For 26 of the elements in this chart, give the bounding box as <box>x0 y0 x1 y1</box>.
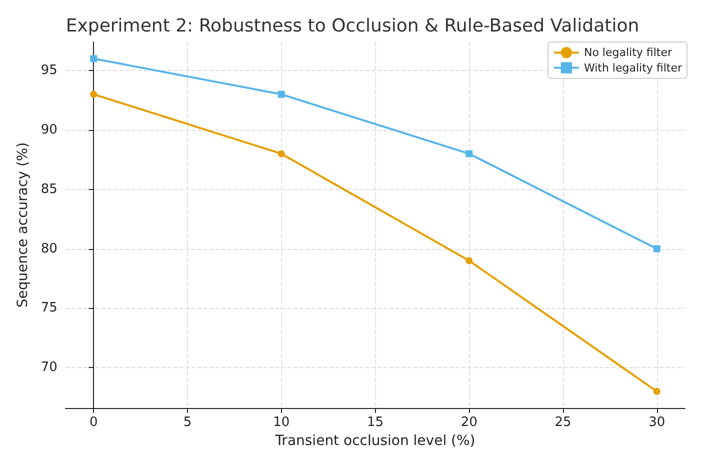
point <box>466 150 473 158</box>
chart-title: Experiment 2: Robustness to Occlusion & Rule-Based Validation <box>66 16 640 36</box>
point <box>278 90 285 98</box>
point <box>466 257 473 264</box>
x-tick-label: 10 <box>273 415 290 430</box>
x-tick-label: 0 <box>89 415 98 430</box>
y-tick-label: 75 <box>40 300 58 316</box>
x-tick-label: 25 <box>554 415 572 430</box>
y-tick-label: 80 <box>40 241 58 256</box>
y-tick-label: 90 <box>40 122 58 138</box>
x-tick-label: 20 <box>460 415 478 430</box>
legend-label: With legality filter <box>584 61 682 74</box>
y-tick-label: 70 <box>40 360 58 376</box>
point <box>90 90 98 98</box>
point <box>90 55 98 62</box>
y-tick-label: 95 <box>40 63 58 78</box>
x-tick-label: 30 <box>648 415 666 430</box>
point <box>278 150 285 158</box>
y-tick-label: 85 <box>40 182 58 197</box>
x-tick-label: 15 <box>366 415 384 430</box>
x-tick-label: 5 <box>183 415 192 430</box>
y-axis-title: Sequence accuracy (%) <box>15 142 31 308</box>
point <box>653 245 660 252</box>
x-axis-title: Transient occlusion level (%) <box>274 433 476 449</box>
legend-label: No legality filter <box>584 46 672 60</box>
point <box>653 388 660 395</box>
